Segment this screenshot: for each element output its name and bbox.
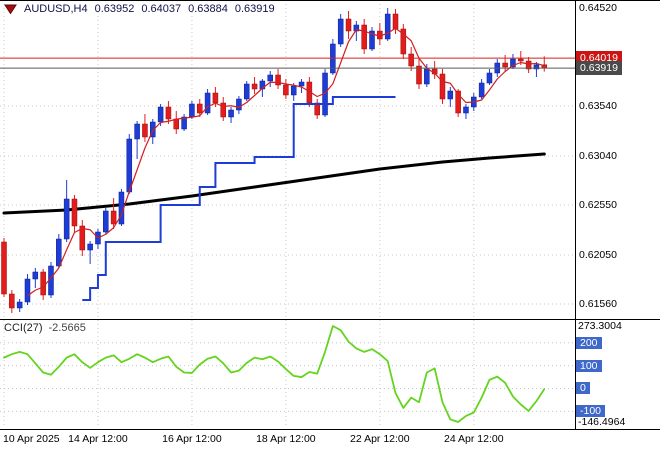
cci-level-badge: 100 <box>576 359 602 372</box>
cci-level-badge: 200 <box>576 336 602 349</box>
ma-fast-line <box>27 27 545 297</box>
step-support-line <box>82 96 396 301</box>
candle-body <box>103 210 109 233</box>
candle-body <box>40 271 46 296</box>
candle-body <box>87 243 93 251</box>
candle-body <box>236 98 242 111</box>
bid-price-badge: 0.63919 <box>576 61 622 76</box>
candle-body <box>189 103 195 118</box>
cci-axis: 273.3004 -146.4964 200 100 0 -100 <box>575 320 660 430</box>
candle-body <box>361 24 367 50</box>
candle-body <box>283 84 289 96</box>
candle-body <box>298 81 305 87</box>
cci-level-badge: -100 <box>576 405 606 418</box>
candle-body <box>79 225 86 251</box>
candle-body <box>251 83 258 90</box>
candle-body <box>502 62 508 68</box>
time-axis[interactable]: 10 Apr 2025 14 Apr 12:00 16 Apr 12:00 18 Ap… <box>0 433 660 449</box>
candle-body <box>408 53 414 67</box>
candle-body <box>447 90 454 100</box>
price-axis-label: 0.61560 <box>579 298 617 310</box>
price-axis-label: 0.64520 <box>579 2 617 14</box>
candle-body <box>275 74 281 86</box>
candle-body <box>353 24 360 32</box>
cci-min-label: -146.4964 <box>578 416 626 428</box>
candle-body <box>165 106 172 120</box>
price-axis-label: 0.63040 <box>579 150 617 162</box>
time-axis-label: 24 Apr 12:00 <box>444 433 504 445</box>
candle-body <box>157 106 164 123</box>
candle-body <box>197 103 203 114</box>
time-axis-label: 14 Apr 12:00 <box>68 433 128 445</box>
candle-body <box>228 109 234 118</box>
price-axis-label: 0.63540 <box>579 100 617 112</box>
candle-body <box>16 301 23 309</box>
candle-body <box>134 123 140 140</box>
candle-body <box>392 13 399 30</box>
candle-body <box>24 278 31 303</box>
candle-body <box>220 102 226 118</box>
candle-body <box>290 85 297 96</box>
candle-body <box>400 28 407 55</box>
candle-body <box>369 30 375 50</box>
candle-body <box>384 13 391 40</box>
candle-body <box>212 92 219 104</box>
price-axis-label: 0.62550 <box>579 199 617 211</box>
time-axis-label: 16 Apr 12:00 <box>162 433 222 445</box>
candle-body <box>32 271 39 280</box>
candle-body <box>533 64 540 70</box>
price-axis[interactable]: 0.64520 0.63540 0.63040 0.62550 0.62050 0.615… <box>575 0 660 430</box>
candle-body <box>510 58 516 68</box>
time-axis-label: 10 Apr 2025 <box>3 433 60 445</box>
candle-body <box>204 92 211 114</box>
candle-body <box>525 60 532 70</box>
candle-body <box>416 65 422 85</box>
candle-body <box>150 121 156 138</box>
candle-body <box>518 58 524 62</box>
candle-body <box>243 83 250 100</box>
cci-max-label: 273.3004 <box>578 320 622 332</box>
candle-body <box>126 138 133 193</box>
candle-body <box>267 74 273 82</box>
candle-body <box>110 210 117 225</box>
candle-body <box>71 198 78 227</box>
cci-level-badge: 0 <box>576 382 590 395</box>
candle-body <box>63 198 70 240</box>
ma-slow-line <box>2 152 546 215</box>
time-axis-label: 22 Apr 12:00 <box>350 433 410 445</box>
candle-body <box>463 106 469 114</box>
price-axis-label: 0.62050 <box>579 249 617 261</box>
candle-body <box>486 72 493 84</box>
candle-body <box>424 68 430 85</box>
candle-body <box>56 238 62 267</box>
candle-body <box>345 18 352 32</box>
cci-line <box>3 325 546 423</box>
candle-body <box>142 123 148 138</box>
candle-body <box>455 90 461 114</box>
candle-body <box>337 18 344 45</box>
candle-body <box>9 293 15 309</box>
time-axis-label: 18 Apr 12:00 <box>256 433 316 445</box>
candle-body <box>181 116 187 130</box>
candle-body <box>478 82 485 98</box>
candle-body <box>439 73 446 100</box>
candle-body <box>1 241 7 295</box>
candle-body <box>173 118 180 130</box>
